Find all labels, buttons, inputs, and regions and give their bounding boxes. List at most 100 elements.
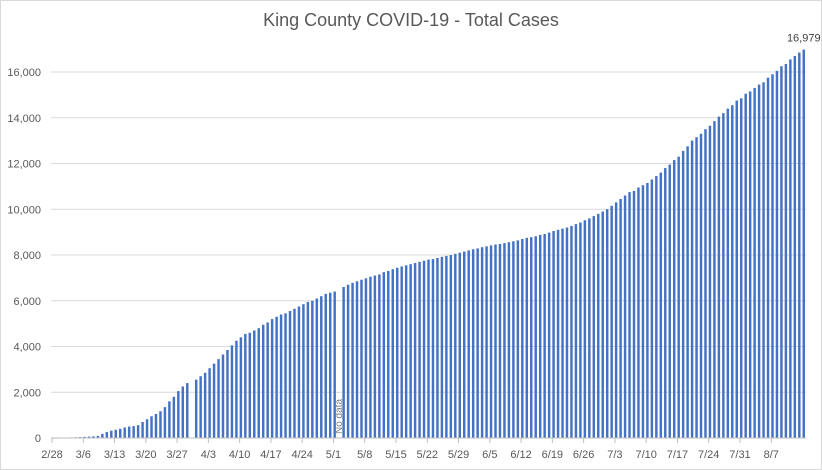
y-tick-label: 8,000 [13, 250, 41, 262]
y-tick-label: 16,000 [7, 67, 41, 79]
bar [565, 227, 569, 438]
bar [141, 421, 144, 438]
bar [802, 49, 805, 438]
bar [570, 225, 573, 438]
bar [717, 116, 721, 438]
x-tick-label: 7/10 [635, 449, 656, 461]
bar [342, 287, 345, 438]
bar [239, 337, 243, 438]
bar [757, 84, 761, 439]
x-tick-label: 5/22 [417, 449, 438, 461]
bar [194, 379, 198, 438]
bar [628, 192, 631, 438]
no-data-label: No data [334, 399, 345, 434]
bar [159, 411, 162, 438]
bar [547, 232, 551, 438]
x-tick-label: 2/28 [41, 449, 62, 461]
bar [373, 275, 377, 438]
bar [226, 349, 229, 438]
bar [775, 70, 779, 438]
bar [538, 234, 542, 438]
y-axis-ticks: 0 2,000 4,000 6,000 8,000 10,000 12,000 14,000 1… [7, 67, 41, 445]
x-tick-label: 6/12 [510, 449, 531, 461]
bar [391, 269, 394, 438]
bar [503, 243, 506, 438]
bar [315, 298, 319, 438]
x-tick-label: 5/29 [448, 449, 469, 461]
bar [610, 205, 613, 438]
y-tick-label: 4,000 [13, 342, 41, 354]
bar [793, 55, 797, 439]
x-axis-ticks: 2/28 3/6 3/13 3/20 3/27 4/3 4/10 4/17 4/24 5/1 5/8… [41, 438, 779, 461]
bar [677, 156, 680, 438]
bar [637, 187, 640, 438]
bar [418, 261, 421, 438]
bar [413, 263, 417, 438]
bar [132, 426, 135, 438]
bar [378, 274, 381, 438]
bar [333, 291, 336, 438]
bar [731, 105, 734, 438]
x-tick-label: 3/13 [104, 449, 125, 461]
chart-title: King County COVID-19 - Total Cases [263, 10, 559, 30]
bar [726, 108, 730, 438]
final-value-label: 16,979 [787, 33, 821, 45]
bar [328, 292, 332, 438]
bar [789, 59, 792, 438]
bar [646, 182, 649, 438]
bar [762, 82, 765, 438]
x-tick-label: 5/1 [326, 449, 341, 461]
bar [235, 340, 238, 438]
bar [686, 146, 689, 438]
bar [614, 202, 618, 438]
bar [798, 52, 801, 439]
bar [704, 129, 707, 438]
bar [722, 113, 725, 439]
bar [512, 241, 515, 438]
bar [780, 66, 783, 438]
bar [766, 77, 770, 438]
x-tick-label: 7/3 [607, 449, 622, 461]
bar [516, 240, 520, 438]
bar [270, 319, 274, 438]
bar [592, 216, 596, 438]
bar [119, 428, 122, 438]
bar [136, 425, 140, 438]
bar [681, 150, 685, 438]
bar [248, 332, 252, 438]
bar [364, 278, 368, 438]
bar [181, 386, 185, 438]
bar [404, 265, 408, 438]
y-tick-label: 6,000 [13, 296, 41, 308]
bar [199, 376, 202, 438]
bar [279, 314, 283, 438]
x-tick-label: 4/17 [260, 449, 281, 461]
bar [203, 372, 207, 438]
bar [297, 306, 301, 438]
bar [458, 252, 462, 438]
bar [588, 218, 591, 438]
x-tick-label: 4/10 [229, 449, 250, 461]
bar [436, 257, 439, 438]
x-tick-label: 7/31 [729, 449, 750, 461]
bar [257, 328, 260, 438]
y-tick-label: 0 [35, 433, 41, 445]
bar [534, 236, 537, 438]
bar [221, 354, 225, 438]
bar [695, 137, 698, 438]
bar [288, 311, 292, 438]
bar [96, 435, 100, 438]
bar [284, 313, 287, 438]
bar [530, 237, 533, 438]
bars [52, 49, 805, 439]
bar [735, 100, 738, 438]
bar [543, 233, 546, 438]
bar [105, 432, 109, 438]
bar [230, 345, 234, 438]
x-tick-label: 3/20 [135, 449, 156, 461]
bar [556, 229, 560, 438]
x-tick-label: 3/27 [166, 449, 187, 461]
bar [699, 133, 703, 438]
bar [382, 272, 386, 438]
bar [266, 322, 269, 438]
